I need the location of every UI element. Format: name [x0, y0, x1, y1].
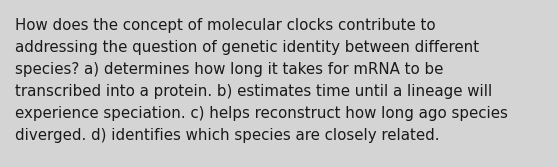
Text: diverged. d) identifies which species are closely related.: diverged. d) identifies which species ar…	[15, 128, 440, 143]
Text: transcribed into a protein. b) estimates time until a lineage will: transcribed into a protein. b) estimates…	[15, 84, 492, 99]
Text: addressing the question of genetic identity between different: addressing the question of genetic ident…	[15, 40, 479, 55]
Text: species? a) determines how long it takes for mRNA to be: species? a) determines how long it takes…	[15, 62, 444, 77]
Text: experience speciation. c) helps reconstruct how long ago species: experience speciation. c) helps reconstr…	[15, 106, 508, 121]
Text: How does the concept of molecular clocks contribute to: How does the concept of molecular clocks…	[15, 18, 436, 33]
